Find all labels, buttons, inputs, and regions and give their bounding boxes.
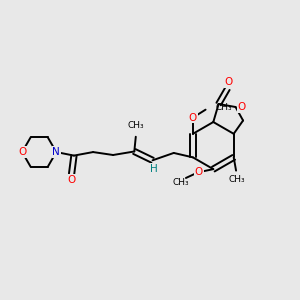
Text: CH₃: CH₃	[229, 175, 246, 184]
Text: H: H	[150, 164, 158, 173]
Text: N: N	[52, 147, 60, 157]
Text: O: O	[225, 77, 233, 87]
Text: O: O	[237, 102, 246, 112]
Text: CH₃: CH₃	[172, 178, 189, 188]
Text: O: O	[194, 167, 203, 177]
Text: O: O	[189, 112, 197, 123]
Text: CH₃: CH₃	[215, 103, 232, 112]
Text: O: O	[68, 175, 76, 185]
Text: O: O	[18, 147, 26, 157]
Text: CH₃: CH₃	[128, 121, 144, 130]
